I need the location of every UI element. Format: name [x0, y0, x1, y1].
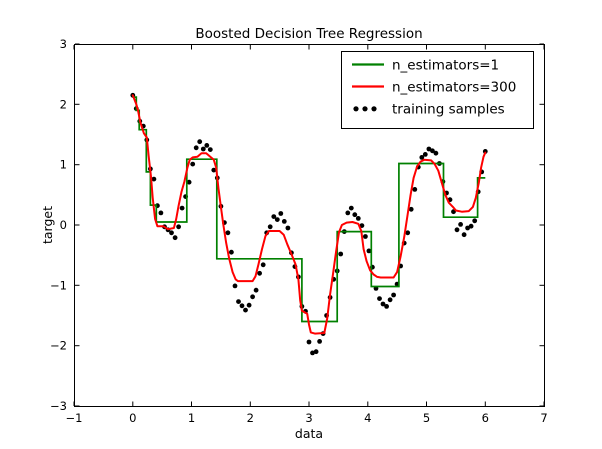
scatter-point [472, 218, 478, 224]
scatter-point [190, 161, 196, 167]
scatter-point [239, 303, 245, 309]
scatter-point [377, 296, 382, 301]
x-tick-label: 6 [482, 411, 489, 425]
regression-line-estimators-300 [131, 94, 487, 335]
scatter-point [197, 139, 203, 145]
scatter-point [232, 283, 238, 289]
chart-title: Boosted Decision Tree Regression [195, 26, 422, 42]
scatter-point [352, 212, 358, 218]
scatter-point [274, 217, 280, 223]
y-tick-label: −2 [50, 339, 67, 353]
x-tick-label: 2 [247, 411, 254, 425]
scatter-point [207, 147, 213, 153]
scatter-point [176, 224, 182, 230]
scatter-point [405, 230, 411, 236]
scatter-point [345, 210, 351, 216]
x-tick-label: 3 [305, 411, 312, 425]
scatter-point [433, 150, 439, 156]
y-tick-label: 3 [60, 37, 67, 51]
scatter-point [419, 155, 425, 160]
scatter-point [200, 146, 206, 152]
scatter-point [306, 339, 312, 345]
scatter-point [257, 270, 262, 276]
scatter-point [246, 302, 252, 308]
x-tick-label: 7 [540, 411, 547, 425]
scatter-point [430, 148, 435, 154]
scatter-point [313, 349, 319, 355]
scatter-point [384, 304, 389, 309]
scatter-point [179, 205, 185, 211]
scatter-point [285, 225, 291, 231]
scatter-point [229, 249, 234, 255]
x-tick-label: −1 [66, 411, 83, 425]
scatter-point [380, 301, 386, 307]
scatter-point [363, 234, 368, 239]
scatter-point [348, 205, 354, 211]
regression-line-estimators-1 [132, 96, 486, 323]
x-tick-label: 4 [364, 411, 371, 425]
scatter-point [211, 167, 217, 173]
scatter-point [236, 299, 241, 304]
plot-border [74, 44, 545, 407]
y-tick-label: −1 [50, 278, 67, 292]
scatter-point [243, 307, 248, 313]
legend-label-estimators-300: n_estimators=300 [392, 79, 516, 95]
scatter-point [422, 152, 428, 157]
legend-label-estimators-1: n_estimators=1 [392, 57, 499, 73]
scatter-point [253, 287, 259, 293]
scatter-point [260, 262, 266, 268]
scatter-point [482, 149, 488, 154]
scatter-point [454, 227, 460, 233]
scatter-point [359, 223, 365, 229]
y-tick-label: 0 [60, 218, 67, 232]
scatter-point [271, 214, 277, 220]
scatter-point [391, 292, 396, 298]
scatter-point [338, 251, 344, 257]
x-axis-label: data [295, 426, 323, 441]
scatter-point [355, 216, 361, 221]
scatter-point [193, 145, 199, 151]
x-tick-label: 5 [423, 411, 430, 425]
y-axis-label: target [40, 206, 55, 244]
scatter-point [250, 294, 256, 300]
scatter-point [461, 232, 467, 238]
scatter-point [412, 187, 418, 192]
scatter-point [408, 206, 414, 212]
y-tick-label: 1 [60, 158, 67, 172]
scatter-point [278, 211, 284, 216]
scatter-point [158, 210, 164, 216]
x-tick-label: 1 [188, 411, 195, 425]
scatter-point [172, 235, 178, 241]
scatter-point [281, 219, 287, 224]
y-tick-label: 2 [60, 97, 67, 111]
scatter-point [225, 230, 231, 236]
scatter-point [204, 143, 210, 148]
x-tick-label: 0 [129, 411, 136, 425]
y-tick-label: −3 [50, 399, 67, 413]
scatter-point [267, 224, 273, 230]
legend-dot [362, 106, 368, 112]
scatter-point [151, 176, 157, 182]
legend-dot [353, 106, 359, 112]
legend-label-training-samples: training samples [392, 102, 505, 118]
scatter-point [387, 297, 393, 303]
scatter-point [366, 248, 372, 254]
scatter-point [458, 222, 463, 227]
scatter-point [169, 230, 174, 236]
scatter-point [186, 179, 192, 185]
legend-dot [371, 106, 377, 112]
legend: n_estimators=1 n_estimators=300 training… [341, 51, 534, 129]
scatter-point [468, 223, 474, 229]
scatter-point [317, 339, 322, 344]
